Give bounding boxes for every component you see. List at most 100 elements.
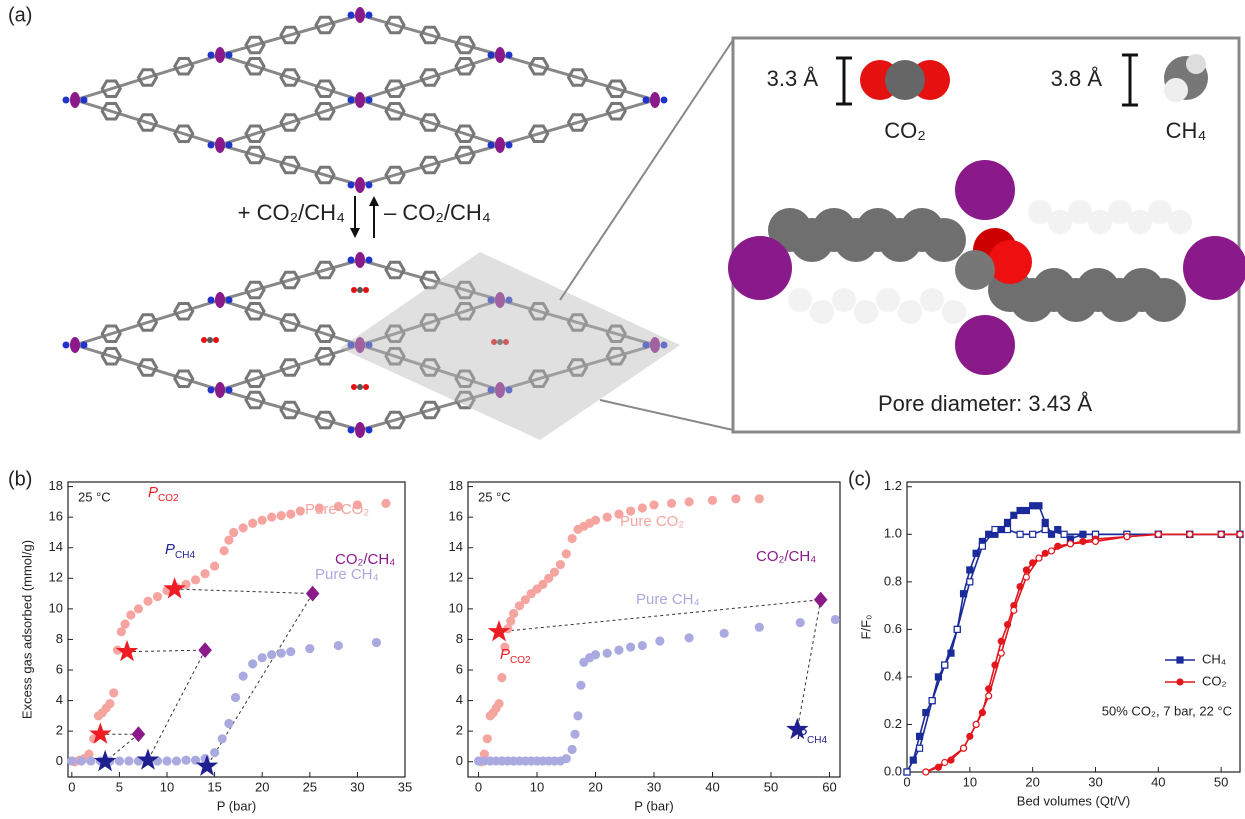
x-tick-label: 15 bbox=[207, 779, 221, 794]
data-point bbox=[77, 757, 85, 765]
y-tick-label: 14 bbox=[49, 539, 63, 554]
n-atom bbox=[366, 182, 373, 189]
data-point bbox=[1017, 531, 1023, 537]
data-point bbox=[603, 513, 611, 521]
data-point bbox=[571, 730, 579, 738]
data-point bbox=[153, 593, 161, 601]
data-point bbox=[1155, 531, 1161, 537]
data-point bbox=[118, 642, 137, 660]
x-tick-label: 50 bbox=[1214, 774, 1228, 789]
series-label: CO₂/CH₄ bbox=[335, 551, 395, 568]
bond bbox=[75, 300, 220, 345]
metal-atom bbox=[355, 422, 365, 438]
x-tick-label: 30 bbox=[1088, 774, 1102, 789]
data-point bbox=[923, 769, 929, 775]
atom bbox=[885, 60, 925, 100]
data-point bbox=[1187, 531, 1193, 537]
data-point bbox=[1036, 555, 1042, 561]
n-atom bbox=[348, 257, 355, 264]
data-point bbox=[732, 495, 740, 503]
data-point bbox=[973, 550, 979, 556]
y-tick-label: 0.4 bbox=[884, 668, 902, 683]
reaction-label: – CO₂/CH₄ bbox=[384, 200, 491, 225]
x-tick-label: 30 bbox=[647, 779, 661, 794]
bond bbox=[75, 100, 220, 145]
data-point bbox=[87, 757, 95, 765]
metal-atom bbox=[355, 252, 365, 268]
series-label-text: P bbox=[148, 484, 158, 501]
metal-atom bbox=[355, 177, 365, 193]
data-point bbox=[117, 628, 125, 636]
bond bbox=[220, 390, 360, 430]
data-point bbox=[182, 756, 190, 764]
data-point bbox=[1011, 512, 1017, 518]
data-point bbox=[220, 547, 228, 555]
x-tick-label: 10 bbox=[160, 779, 174, 794]
n-atom bbox=[208, 142, 215, 149]
series-label: Pure CO₂ bbox=[620, 513, 684, 530]
y-tick-label: 2 bbox=[456, 723, 463, 738]
guest-o bbox=[363, 384, 369, 390]
data-point bbox=[121, 620, 129, 628]
x-tick-label: 35 bbox=[398, 779, 412, 794]
n-atom bbox=[506, 52, 513, 59]
guest-o bbox=[351, 287, 357, 293]
data-point bbox=[650, 501, 658, 509]
data-point bbox=[1124, 534, 1130, 540]
x-tick-label: 60 bbox=[822, 779, 836, 794]
data-point bbox=[192, 576, 200, 584]
data-point bbox=[306, 645, 314, 653]
annotation: 25 °C bbox=[478, 489, 511, 504]
data-point bbox=[1042, 527, 1048, 533]
guest-o bbox=[201, 337, 207, 343]
metal-atom bbox=[70, 337, 80, 353]
data-point bbox=[1177, 657, 1183, 663]
n-atom bbox=[226, 142, 233, 149]
legend-label: CH₄ bbox=[1202, 651, 1226, 666]
x-axis-label: Bed volumes (Qt/V) bbox=[1017, 793, 1130, 808]
atom bbox=[898, 300, 922, 324]
data-point bbox=[592, 651, 600, 659]
n-atom bbox=[208, 387, 215, 394]
data-point bbox=[1177, 679, 1183, 685]
y-tick-label: 12 bbox=[449, 570, 463, 585]
n-atom bbox=[366, 12, 373, 19]
data-point bbox=[110, 689, 118, 697]
data-point bbox=[225, 720, 233, 728]
data-point bbox=[1030, 531, 1036, 537]
x-axis-label: P (bar) bbox=[634, 798, 674, 813]
series-label: Pure CH₄ bbox=[636, 591, 700, 608]
x-tick-label: 10 bbox=[530, 779, 544, 794]
y-tick-label: 18 bbox=[49, 478, 63, 493]
series-label-text: P bbox=[500, 646, 510, 663]
series-label-text: P bbox=[797, 726, 807, 743]
n-atom bbox=[348, 182, 355, 189]
charts: 05101520253035024681012141618P (bar)Exce… bbox=[19, 478, 1243, 813]
data-point bbox=[603, 649, 611, 657]
atom bbox=[854, 300, 878, 324]
y-axis-label: F/F₀ bbox=[858, 615, 873, 640]
atom bbox=[955, 250, 995, 290]
data-point bbox=[1023, 574, 1029, 580]
x-tick-label: 20 bbox=[588, 779, 602, 794]
n-atom bbox=[488, 142, 495, 149]
data-point bbox=[685, 498, 693, 506]
data-point bbox=[239, 524, 247, 532]
data-point bbox=[489, 622, 508, 640]
data-point bbox=[942, 662, 948, 668]
size-label: 3.8 Å bbox=[1051, 66, 1103, 91]
data-point bbox=[268, 513, 276, 521]
data-point bbox=[138, 750, 157, 768]
data-point bbox=[334, 642, 342, 650]
atom bbox=[1164, 78, 1188, 102]
guest-c bbox=[207, 337, 213, 343]
data-point bbox=[125, 757, 133, 765]
guest-o bbox=[351, 384, 357, 390]
metal-atom bbox=[650, 92, 660, 108]
data-point bbox=[163, 757, 171, 765]
data-point bbox=[287, 510, 295, 518]
guest-o bbox=[213, 337, 219, 343]
data-point bbox=[372, 638, 380, 646]
series-line bbox=[907, 530, 1240, 772]
data-point bbox=[1023, 567, 1029, 573]
